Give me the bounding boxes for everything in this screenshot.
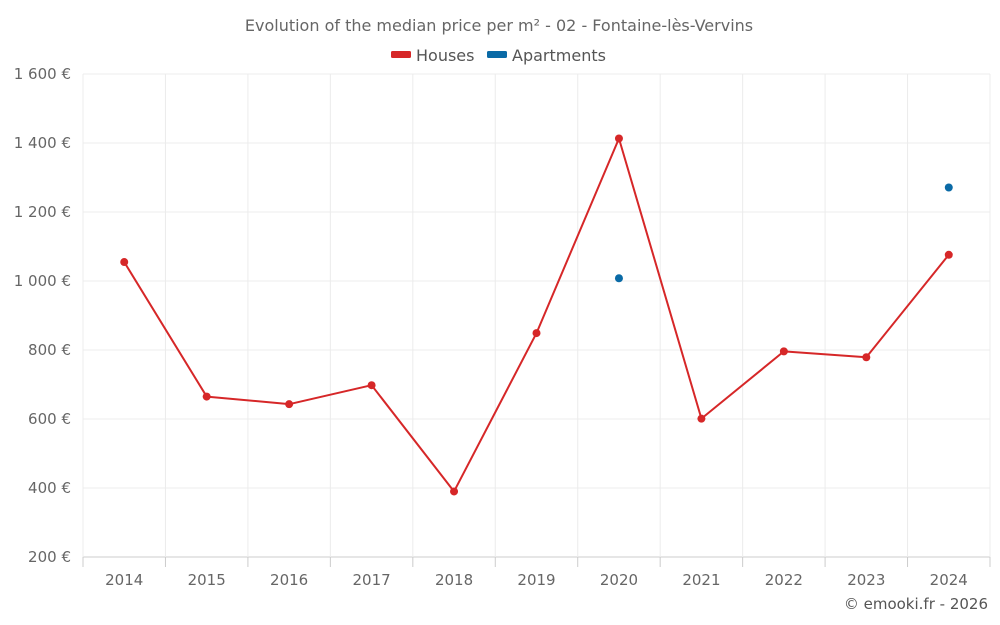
legend[interactable]: Houses Apartments bbox=[391, 46, 606, 65]
data-point-houses-2015[interactable] bbox=[202, 392, 211, 401]
x-tick-label: 2018 bbox=[435, 571, 473, 589]
data-point-houses-2023[interactable] bbox=[862, 353, 871, 362]
credit-text: © emooki.fr - 2026 bbox=[844, 595, 988, 613]
y-tick-label: 600 € bbox=[28, 410, 71, 428]
x-tick-label: 2020 bbox=[600, 571, 638, 589]
data-point-houses-2021[interactable] bbox=[697, 414, 706, 423]
legend-label-houses[interactable]: Houses bbox=[416, 46, 474, 65]
data-point-houses-2016[interactable] bbox=[285, 400, 294, 409]
y-tick-label: 1 200 € bbox=[14, 203, 71, 221]
x-tick-label: 2015 bbox=[188, 571, 226, 589]
y-axis-labels: 200 € 400 € 600 € 800 € 1 000 € 1 200 € 1 400 … bbox=[14, 65, 71, 566]
data-point-houses-2014[interactable] bbox=[120, 258, 129, 267]
x-axis-labels: 2014 2015 2016 2017 2018 2019 2020 2021 2022 2023… bbox=[105, 571, 968, 589]
data-point-houses-2018[interactable] bbox=[450, 487, 459, 496]
y-tick-label: 400 € bbox=[28, 479, 71, 497]
x-tick-label: 2016 bbox=[270, 571, 308, 589]
series-points bbox=[120, 134, 953, 496]
y-tick-label: 200 € bbox=[28, 548, 71, 566]
data-point-houses-2020[interactable] bbox=[614, 134, 623, 143]
x-tick-label: 2019 bbox=[517, 571, 555, 589]
x-tick-label: 2021 bbox=[682, 571, 720, 589]
x-tick-label: 2023 bbox=[847, 571, 885, 589]
y-tick-label: 1 000 € bbox=[14, 272, 71, 290]
axes bbox=[82, 557, 991, 567]
legend-swatch-apartments bbox=[487, 51, 507, 58]
x-tick-label: 2017 bbox=[352, 571, 390, 589]
y-tick-label: 1 400 € bbox=[14, 134, 71, 152]
data-point-houses-2024[interactable] bbox=[944, 250, 953, 259]
data-point-apartments-2024[interactable] bbox=[944, 183, 953, 192]
grid bbox=[82, 73, 991, 558]
x-tick-label: 2024 bbox=[930, 571, 968, 589]
legend-label-apartments[interactable]: Apartments bbox=[512, 46, 606, 65]
data-point-houses-2019[interactable] bbox=[532, 329, 541, 338]
data-point-houses-2022[interactable] bbox=[779, 347, 788, 356]
x-tick-label: 2022 bbox=[765, 571, 803, 589]
data-point-apartments-2020[interactable] bbox=[614, 274, 623, 283]
x-tick-label: 2014 bbox=[105, 571, 143, 589]
data-point-houses-2017[interactable] bbox=[367, 381, 376, 390]
chart-title: Evolution of the median price per m² - 0… bbox=[245, 16, 753, 35]
y-tick-label: 1 600 € bbox=[14, 65, 71, 83]
legend-swatch-houses bbox=[391, 51, 411, 58]
y-tick-label: 800 € bbox=[28, 341, 71, 359]
